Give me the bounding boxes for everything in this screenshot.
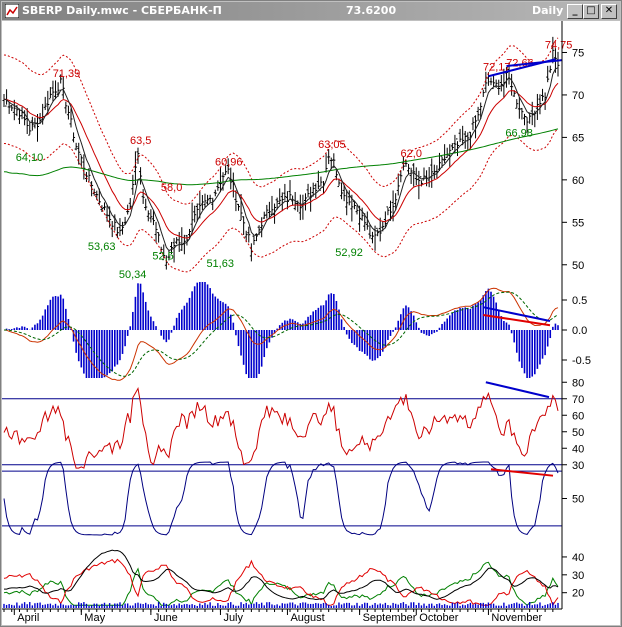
low-price-label: 66,98	[505, 128, 533, 140]
histogram-blue-trend-line	[483, 306, 551, 322]
axis-tick-label: 0.0	[572, 325, 587, 337]
dmi-minus-line	[3, 558, 559, 607]
axis-tick-label: 70	[572, 394, 584, 406]
high-price-label: 63,05	[318, 139, 346, 151]
resistance-line	[506, 59, 563, 68]
axis-tick-label: 80	[572, 377, 584, 389]
rsi-line	[3, 387, 559, 469]
month-label: November	[491, 612, 542, 624]
envelope-upper-line	[3, 37, 559, 205]
axis-tick-label: 60	[572, 410, 584, 422]
month-label: August	[290, 612, 324, 624]
minimize-button[interactable]: _	[567, 4, 583, 19]
axis-tick-label: 55	[572, 217, 584, 229]
axis-tick-label: 0.5	[572, 295, 587, 307]
month-label: April	[17, 612, 39, 624]
time-axis: April May June July August September October No…	[2, 608, 620, 625]
month-label: June	[154, 612, 178, 624]
plot-layer: 71,3963,558,060,9663,0562,072,1772,6674,…	[2, 36, 573, 608]
close-button[interactable]: ✕	[601, 4, 617, 19]
fast-average-line	[3, 67, 559, 252]
long-moving-average-line	[3, 128, 559, 186]
axis-tick-label: 60	[572, 175, 584, 187]
high-price-label: 72,17	[483, 62, 511, 74]
last-price: 73.6200	[346, 4, 397, 17]
period-label: Daily	[532, 4, 564, 17]
high-price-label: 60,96	[215, 157, 243, 169]
low-price-label: 50,34	[119, 269, 147, 281]
axis-tick-label: 30	[572, 460, 584, 472]
axis-tick-label: -0.5	[572, 355, 591, 367]
value-axis: 50 55 60 65 70 75 0.5 0.0 -0.5 30 40 50 60 70 80 50 20 30…	[561, 21, 591, 609]
axis-tick-label: 40	[572, 552, 584, 564]
axis-tick-label: 70	[572, 90, 584, 102]
month-label: July	[223, 612, 243, 624]
axis-tick-label: 20	[572, 588, 584, 600]
axis-tick-label: 75	[572, 47, 584, 59]
low-price-label: 64,10	[16, 152, 44, 164]
high-price-label: 74,75	[545, 40, 573, 52]
window-title: SBERP Daily.mwc - СБЕРБАНК-П	[22, 4, 222, 17]
maximize-button[interactable]: □	[583, 4, 599, 19]
low-price-label: 53,63	[88, 241, 116, 253]
low-price-label: 52,5	[152, 251, 173, 263]
high-price-label: 63,5	[130, 135, 151, 147]
title-bar[interactable]: SBERP Daily.mwc - СБЕРБАНК-П 73.6200 Dai…	[2, 2, 620, 20]
axis-tick-label: 40	[572, 443, 584, 455]
oscillator-signal-line	[4, 291, 559, 377]
month-label: September	[363, 612, 417, 624]
high-price-label: 62,0	[401, 148, 422, 160]
axis-tick-label: 65	[572, 132, 584, 144]
axis-tick-label: 50	[572, 494, 584, 506]
stochastic-trend-line	[490, 468, 554, 477]
high-price-label: 71,39	[53, 68, 81, 80]
high-price-label: 58,0	[161, 182, 182, 194]
axis-tick-label: 50	[572, 260, 584, 272]
month-label: May	[84, 612, 105, 624]
axis-tick-label: 50	[572, 427, 584, 439]
stochastic-line	[3, 461, 559, 536]
axis-tick-label: 30	[572, 570, 584, 582]
metastock-chart-icon	[5, 4, 19, 18]
rsi-trend-line	[485, 381, 550, 399]
adx-line	[4, 549, 559, 601]
moving-average-line	[3, 82, 559, 239]
time-axis-background	[2, 609, 620, 625]
oscillator-line	[3, 287, 559, 381]
histogram-red-trend-line	[483, 314, 551, 327]
month-label: October	[419, 612, 458, 624]
low-price-label: 52,92	[335, 247, 363, 259]
chart-area[interactable]: 71,3963,558,060,9663,0562,072,1772,6674,…	[2, 21, 620, 625]
low-price-label: 51,63	[206, 258, 234, 270]
